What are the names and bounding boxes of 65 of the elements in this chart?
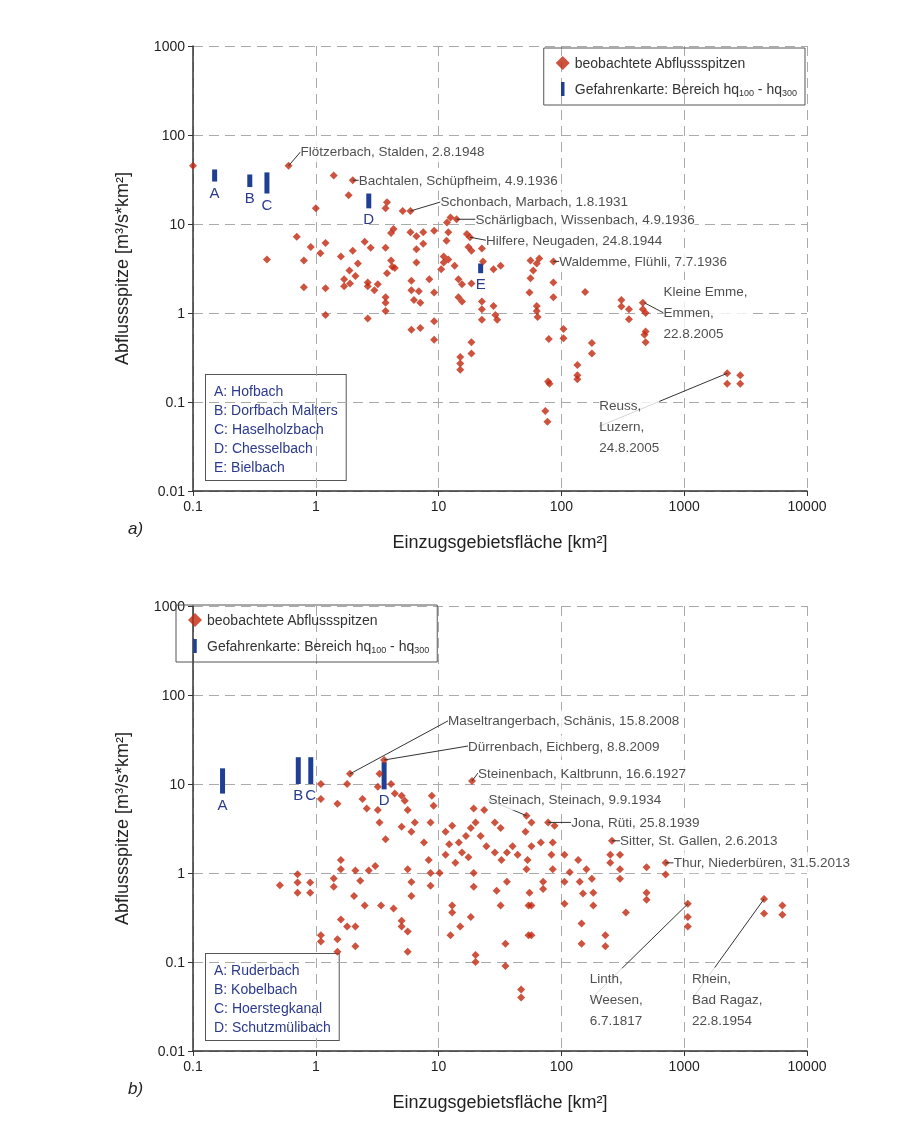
y-tick-label: 1 <box>177 865 186 881</box>
data-label: C <box>305 786 317 803</box>
y-tick-label: 100 <box>161 127 186 143</box>
annotation: Maseltrangerbach, Schänis, 15.8.2008 <box>448 713 680 729</box>
annotation: Bachtalen, Schüpfheim, 4.9.1936 <box>358 172 558 188</box>
annotation: E: Bielbach <box>214 458 285 475</box>
annotation: Reuss, Luzern, 24.8.2005 <box>599 397 660 455</box>
text: b) <box>128 1079 144 1098</box>
y-tick-label: 0.01 <box>157 1043 186 1059</box>
y-tick-label: 1000 <box>153 38 186 54</box>
text: a) <box>128 519 144 538</box>
annotation: B: Kobelbach <box>214 980 298 997</box>
annotation: Jona, Rüti, 25.8.1939 <box>571 814 700 830</box>
annotation: Schärligbach, Wissenbach, 4.9.1936 <box>475 211 695 227</box>
y-tick-label: 0.1 <box>165 394 186 410</box>
annotation: A: Ruderbach <box>214 961 300 978</box>
legend-label: beobachtete Abflussspitzen <box>207 612 378 628</box>
annotation: Linth, Weesen, 6.7.1817 <box>589 971 643 1029</box>
annotation: Dürrenbach, Eichberg, 8.8.2009 <box>468 738 660 754</box>
data-label: C <box>261 195 273 213</box>
annotation: D: Schutzmülibach <box>214 1018 331 1035</box>
annotation: Sitter, St. Gallen, 2.6.2013 <box>619 833 778 849</box>
annotation: Steinenbach, Kaltbrunn, 16.6.1927 <box>477 765 686 781</box>
x-tick-label: 10000 <box>787 1058 827 1074</box>
x-tick-label: 1 <box>311 498 320 514</box>
x-tick-label: 100 <box>549 498 574 514</box>
y-axis-title: Abflussspitze [m³/s*km²] <box>112 171 132 366</box>
x-tick-label: 1000 <box>668 1058 700 1074</box>
y-tick-label: 100 <box>161 687 186 703</box>
annotation: C: Haselholzbach <box>214 420 324 437</box>
annotation: A: Hofbach <box>214 382 284 399</box>
data-label: A <box>217 795 228 813</box>
annotation: Schonbach, Marbach, 1.8.1931 <box>440 194 629 210</box>
annotation: Flötzerbach, Stalden, 2.8.1948 <box>300 144 485 160</box>
data-label: D <box>378 791 390 809</box>
annotation: Hilfere, Neugaden, 24.8.1944 <box>485 232 663 248</box>
data-label: B <box>293 786 304 803</box>
legend-label: beobachtete Abflussspitzen <box>574 55 746 71</box>
y-tick-label: 10 <box>169 776 186 792</box>
annotation: C: Hoerstegkanal <box>214 999 323 1016</box>
x-axis-title: Einzugsgebietsfläche [km²] <box>392 532 608 552</box>
annotation: B: Dorfbach Malters <box>214 401 338 418</box>
x-tick-label: 1 <box>311 1058 320 1074</box>
y-tick-label: 1 <box>177 305 186 321</box>
data-label: D <box>363 210 375 228</box>
y-tick-label: 0.01 <box>157 483 186 499</box>
x-axis-title: Einzugsgebietsfläche [km²] <box>392 1092 608 1112</box>
y-tick-label: 1000 <box>153 598 186 614</box>
data-label: A <box>209 183 220 201</box>
annotation: Rhein, Bad Ragaz, 22.8.1954 <box>692 970 763 1028</box>
annotation: D: Chesselbach <box>214 439 313 456</box>
data-label: B <box>244 189 255 207</box>
x-tick-label: 1000 <box>668 498 700 514</box>
x-tick-label: 100 <box>549 1058 574 1074</box>
y-tick-label: 10 <box>169 216 186 232</box>
x-tick-label: 10000 <box>787 498 827 514</box>
x-tick-label: 10 <box>430 498 447 514</box>
y-tick-label: 0.1 <box>165 954 186 970</box>
annotation: Waldemme, Flühli, 7.7.1936 <box>559 253 727 269</box>
annotation: Steinach, Steinach, 9.9.1934 <box>488 792 662 808</box>
data-label: E <box>475 275 486 293</box>
x-tick-label: 10 <box>430 1058 447 1074</box>
annotation: Thur, Niederbüren, 31.5.2013 <box>673 855 851 871</box>
y-axis-title: Abflussspitze [m³/s*km²] <box>112 731 132 926</box>
annotation: Kleine Emme, Emmen, 22.8.2005 <box>663 284 748 342</box>
